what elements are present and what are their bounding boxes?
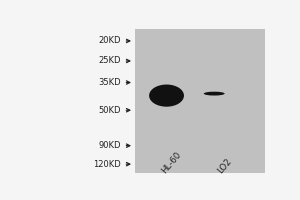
Text: HL-60: HL-60 [160,150,183,175]
Ellipse shape [149,85,184,107]
Text: 35KD: 35KD [99,78,121,87]
Text: 90KD: 90KD [99,141,121,150]
Text: 25KD: 25KD [99,56,121,65]
Bar [135,29,266,173]
Text: 120KD: 120KD [94,160,121,169]
Text: 20KD: 20KD [99,36,121,45]
Text: LO2: LO2 [215,156,233,175]
Ellipse shape [204,92,225,96]
Text: 50KD: 50KD [99,106,121,115]
